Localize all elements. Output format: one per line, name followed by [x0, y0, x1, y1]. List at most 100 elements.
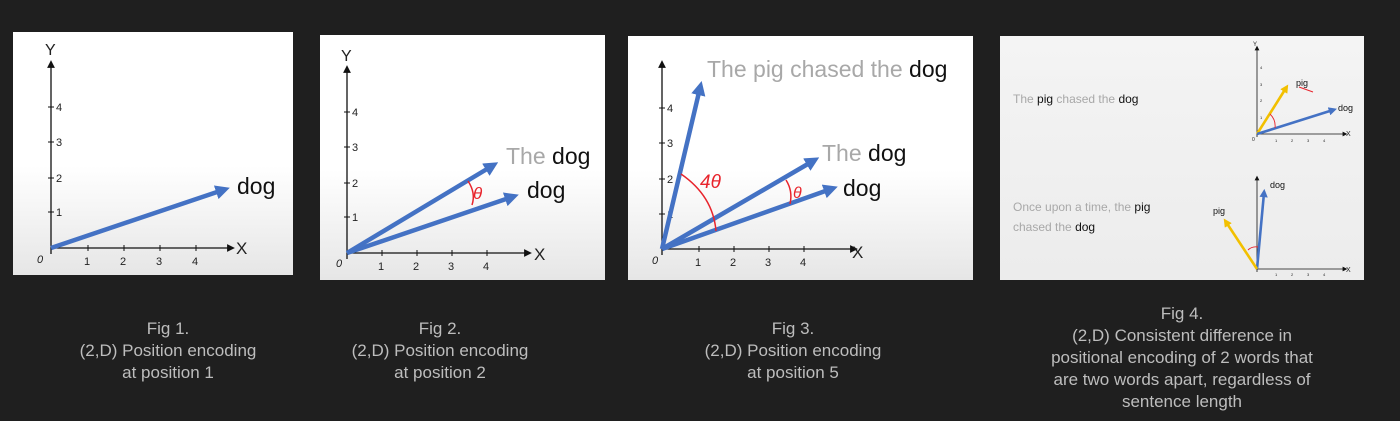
x-tick-label: 3: [1307, 138, 1310, 143]
fig2-plot: 1 2 3 4 1 2 3 4 0 X Y θ The dog dog: [336, 48, 590, 273]
x-axis-label: X: [1346, 131, 1351, 138]
x-tick-label: 1: [84, 256, 90, 268]
dog-vector: [661, 184, 838, 252]
pig-vector-label: pig: [1213, 206, 1225, 216]
caption-line: at position 1: [122, 363, 214, 382]
x-tick-label: 2: [413, 261, 419, 273]
caption-line: (2,D) Position encoding: [704, 341, 882, 360]
caption-line: Fig 3.: [771, 319, 815, 338]
dog-word: dog: [552, 143, 590, 169]
y-tick-label: 4: [667, 103, 673, 115]
dog-vector: [346, 192, 519, 256]
x-axis-label: X: [1346, 267, 1351, 274]
y-tick-label: 4: [56, 102, 62, 114]
y-tick-label: 4: [352, 107, 358, 119]
fig3-plot: 1 2 3 4 1 2 3 4 0 X 4θ θ The pig chased …: [652, 56, 947, 269]
caption-line: Fig 4.: [1160, 304, 1204, 323]
dog-vector: [50, 185, 230, 251]
y-tick-label: 3: [667, 138, 673, 150]
y-tick-label: 1: [352, 212, 358, 224]
x-tick-label: 4: [800, 257, 806, 269]
dog-label: dog: [237, 173, 275, 199]
faded-word: The: [822, 140, 862, 166]
the-dog-label: The dog: [506, 143, 590, 169]
dog-word: dog: [868, 140, 906, 166]
x-tick-label: 4: [192, 256, 198, 268]
dog-vector-label: dog: [1338, 103, 1353, 113]
origin-label: 0: [1252, 137, 1255, 143]
y-tick-label: 3: [352, 142, 358, 154]
pig-vector-label: pig: [1296, 78, 1308, 88]
x-tick-label: 1: [1275, 272, 1278, 277]
angle-arc: [785, 179, 792, 205]
bottom-sentence-line1: Once upon a time, the pig: [1013, 200, 1150, 214]
x-axis-label: X: [236, 239, 247, 258]
y-tick-label: 1: [1260, 115, 1263, 120]
caption-line: at position 2: [394, 363, 486, 382]
x-tick-label: 3: [765, 257, 771, 269]
y-tick-label: 3: [1260, 82, 1263, 87]
angle-arc: [467, 180, 475, 206]
caption-line: Fig 2.: [418, 319, 462, 338]
faded-words: The pig chased the: [707, 56, 903, 82]
x-tick-label: 2: [1291, 138, 1294, 143]
big-angle-arc: [680, 173, 717, 232]
top-sentence: The pig chased the dog: [1013, 92, 1138, 106]
y-axis-label: Y: [341, 48, 352, 65]
dog-vector-label: dog: [1270, 180, 1285, 190]
x-axis-label: X: [534, 245, 545, 264]
y-axis-label: Y: [1253, 42, 1257, 48]
bottom-sentence-line2: chased the dog: [1013, 220, 1095, 234]
y-tick-label: 3: [56, 137, 62, 149]
fig3-panel: 1 2 3 4 1 2 3 4 0 X 4θ θ The pig chased …: [628, 36, 973, 280]
theta-label: θ: [473, 184, 483, 203]
caption-line: (2,D) Position encoding: [351, 341, 529, 360]
fig4-panel: The pig chased the dog Y X 0 1 2 3 4 1 2…: [1000, 36, 1364, 280]
fig2-caption: Fig 2. (2,D) Position encoding at positi…: [290, 318, 590, 384]
x-tick-label: 4: [1323, 138, 1326, 143]
caption-line: Fig 1.: [146, 319, 190, 338]
angle-marker: [1298, 86, 1314, 93]
fig3-axes: 1 2 3 4 1 2 3 4 0 X: [652, 60, 863, 269]
x-tick-label: 2: [1291, 272, 1294, 277]
dog-vector: [1256, 107, 1337, 136]
x-tick-label: 1: [378, 261, 384, 273]
y-tick-label: 2: [56, 173, 62, 185]
caption-line: sentence length: [1121, 392, 1243, 411]
dog-label: dog: [527, 177, 565, 203]
pig-vector: [1255, 84, 1289, 135]
fig1-axes: 1 2 3 4 1 2 3 4 0 X Y: [37, 42, 247, 268]
the-dog-vector: [660, 157, 820, 251]
x-tick-label: 4: [1323, 272, 1326, 277]
x-tick-label: 2: [730, 257, 736, 269]
fig3-caption: Fig 3. (2,D) Position encoding at positi…: [643, 318, 943, 384]
fig1-panel: 1 2 3 4 1 2 3 4 0 X Y dog: [13, 32, 293, 275]
dog-label: dog: [843, 175, 881, 201]
angle-arc: [1269, 113, 1276, 129]
origin-label: 0: [37, 254, 44, 266]
caption-line: are two words apart, regardless of: [1053, 370, 1311, 389]
fig4-caption: Fig 4. (2,D) Consistent difference in po…: [1012, 303, 1352, 413]
pig-sentence-label: The pig chased the dog: [707, 56, 947, 82]
the-dog-label: The dog: [822, 140, 906, 166]
x-tick-label: 1: [695, 257, 701, 269]
fig4-plot: The pig chased the dog Y X 0 1 2 3 4 1 2…: [1013, 42, 1353, 277]
pig-sentence-vector: [659, 80, 706, 250]
fig1-plot: 1 2 3 4 1 2 3 4 0 X Y dog: [37, 42, 275, 268]
fig1-caption: Fig 1. (2,D) Position encoding at positi…: [13, 318, 323, 384]
angle-arc: [1247, 246, 1259, 251]
bottom-mini-axes: X 1 2 3 4: [1254, 175, 1351, 277]
caption-line: (2,D) Consistent difference in: [1072, 326, 1292, 345]
x-tick-label: 3: [448, 261, 454, 273]
origin-label: 0: [652, 255, 659, 267]
x-tick-label: 3: [1307, 272, 1310, 277]
x-tick-label: 1: [1275, 138, 1278, 143]
caption-line: at position 5: [747, 363, 839, 382]
four-theta-label: 4θ: [700, 172, 722, 193]
caption-line: (2,D) Position encoding: [79, 341, 257, 360]
dog-vector: [1255, 188, 1268, 270]
y-tick-label: 2: [1260, 98, 1263, 103]
fig2-panel: 1 2 3 4 1 2 3 4 0 X Y θ The dog dog: [320, 35, 605, 280]
y-tick-label: 2: [352, 178, 358, 190]
caption-line: positional encoding of 2 words that: [1051, 348, 1313, 367]
